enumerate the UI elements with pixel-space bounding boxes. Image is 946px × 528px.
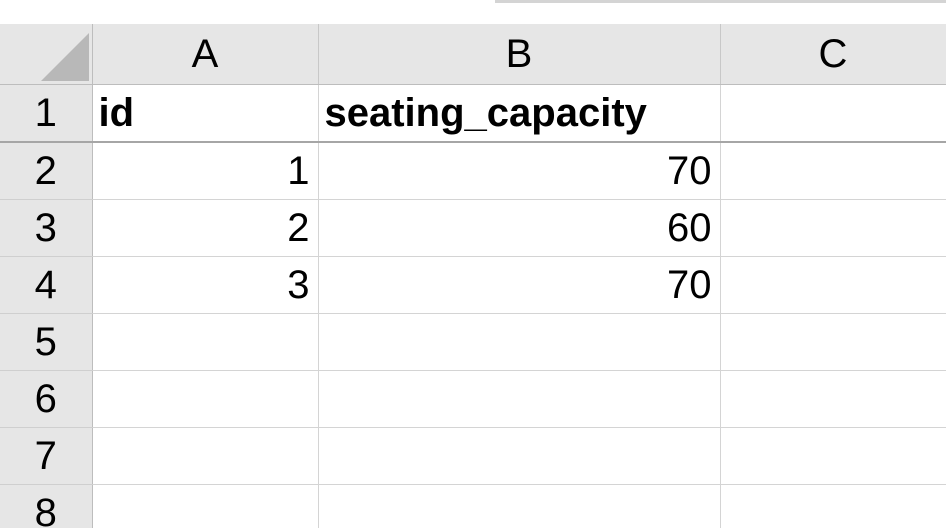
cell-b8[interactable] (318, 484, 721, 528)
row-header-4[interactable]: 4 (0, 256, 93, 314)
cell-a3[interactable]: 2 (92, 199, 319, 257)
cell-a7[interactable] (92, 427, 319, 485)
cell-b5[interactable] (318, 313, 721, 371)
cell-c4[interactable] (720, 256, 946, 314)
cell-a1[interactable]: id (92, 84, 319, 143)
select-all-triangle-icon (40, 33, 89, 81)
formula-bar-edge (495, 0, 946, 3)
cell-c6[interactable] (720, 370, 946, 428)
cell-b2[interactable]: 70 (318, 142, 721, 200)
cell-a4[interactable]: 3 (92, 256, 319, 314)
cell-b3[interactable]: 60 (318, 199, 721, 257)
row-header-8[interactable]: 8 (0, 484, 93, 528)
cell-c7[interactable] (720, 427, 946, 485)
cell-a6[interactable] (92, 370, 319, 428)
cell-b7[interactable] (318, 427, 721, 485)
cell-c2[interactable] (720, 142, 946, 200)
formula-bar-area (0, 0, 946, 24)
row-header-3[interactable]: 3 (0, 199, 93, 257)
table-row: 4 3 70 (0, 256, 946, 314)
table-row: 1 id seating_capacity (0, 84, 946, 143)
table-row: 8 (0, 484, 946, 528)
column-header-a[interactable]: A (92, 24, 319, 85)
row-header-6[interactable]: 6 (0, 370, 93, 428)
table-row: 2 1 70 (0, 142, 946, 200)
column-header-c[interactable]: C (720, 24, 946, 85)
cell-c5[interactable] (720, 313, 946, 371)
table-row: 6 (0, 370, 946, 428)
cell-a2[interactable]: 1 (92, 142, 319, 200)
cell-c1[interactable] (720, 84, 946, 143)
cell-c3[interactable] (720, 199, 946, 257)
table-row: 3 2 60 (0, 199, 946, 257)
table-row: 5 (0, 313, 946, 371)
row-header-5[interactable]: 5 (0, 313, 93, 371)
column-header-b[interactable]: B (318, 24, 721, 85)
row-header-7[interactable]: 7 (0, 427, 93, 485)
cell-a8[interactable] (92, 484, 319, 528)
cell-b1[interactable]: seating_capacity (318, 84, 721, 143)
cell-c8[interactable] (720, 484, 946, 528)
row-header-2[interactable]: 2 (0, 142, 93, 200)
row-header-1[interactable]: 1 (0, 84, 93, 143)
cell-b6[interactable] (318, 370, 721, 428)
spreadsheet-grid: A B C 1 id seating_capacity 2 1 70 3 2 6… (0, 24, 946, 528)
column-header-row: A B C (0, 24, 946, 85)
cell-a5[interactable] (92, 313, 319, 371)
cell-b4[interactable]: 70 (318, 256, 721, 314)
select-all-corner[interactable] (0, 24, 93, 85)
table-row: 7 (0, 427, 946, 485)
